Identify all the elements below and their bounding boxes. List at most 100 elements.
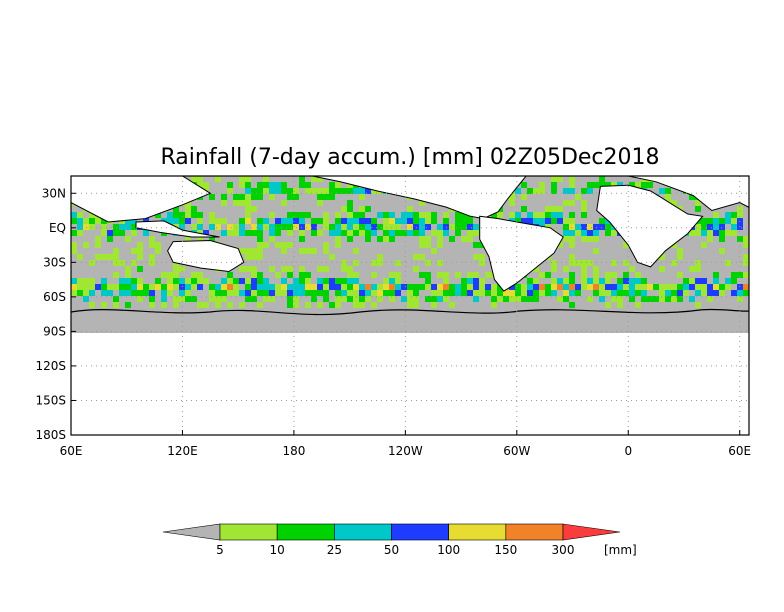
- rain-cell: [533, 278, 539, 284]
- rain-cell: [671, 296, 677, 302]
- rain-cell: [323, 212, 329, 218]
- rain-cell: [563, 284, 569, 290]
- rain-cell: [557, 284, 563, 290]
- rain-cell: [251, 266, 257, 272]
- rain-cell: [563, 266, 569, 272]
- rain-cell: [113, 254, 119, 260]
- landmass-maritime: [135, 220, 220, 238]
- rain-cell: [257, 218, 263, 224]
- rain-cell: [149, 236, 155, 242]
- rain-cell: [707, 230, 713, 236]
- rain-cell: [449, 236, 455, 242]
- rain-cell: [347, 206, 353, 212]
- rain-cell: [239, 182, 245, 188]
- rain-cell: [653, 296, 659, 302]
- rain-cell: [347, 266, 353, 272]
- rain-cell: [677, 290, 683, 296]
- rain-cell: [287, 272, 293, 278]
- rain-cell: [419, 200, 425, 206]
- rain-cell: [455, 218, 461, 224]
- rain-cell: [341, 278, 347, 284]
- rain-cell: [353, 212, 359, 218]
- rain-cell: [431, 296, 437, 302]
- rain-cell: [287, 266, 293, 272]
- rain-cell: [299, 290, 305, 296]
- rain-cell: [593, 230, 599, 236]
- rain-cell: [287, 302, 293, 308]
- rain-cell: [179, 266, 185, 272]
- rain-cell: [377, 224, 383, 230]
- rain-cell: [101, 290, 107, 296]
- rain-cell: [557, 242, 563, 248]
- rain-cell: [365, 290, 371, 296]
- rain-cell: [161, 290, 167, 296]
- rain-cell: [689, 278, 695, 284]
- rain-cell: [731, 272, 737, 278]
- rain-cell: [677, 296, 683, 302]
- rain-cell: [329, 284, 335, 290]
- rain-cell: [587, 230, 593, 236]
- colorbar-bin: [276, 523, 335, 541]
- rain-cell: [209, 236, 215, 242]
- rain-cell: [479, 254, 485, 260]
- rain-cell: [239, 224, 245, 230]
- rain-cell: [725, 218, 731, 224]
- rain-cell: [245, 278, 251, 284]
- rain-cell: [425, 242, 431, 248]
- rain-cell: [197, 284, 203, 290]
- rain-cell: [365, 236, 371, 242]
- rain-cell: [251, 230, 257, 236]
- rain-cell: [317, 188, 323, 194]
- rain-cell: [227, 182, 233, 188]
- rain-cell: [221, 230, 227, 236]
- rain-cell: [431, 290, 437, 296]
- rain-cell: [137, 284, 143, 290]
- rain-cell: [257, 278, 263, 284]
- rain-cell: [635, 272, 641, 278]
- coastlines-and-borders: [71, 176, 749, 292]
- rain-cell: [731, 224, 737, 230]
- rain-cell: [707, 296, 713, 302]
- rain-cell: [359, 290, 365, 296]
- rain-cell: [245, 248, 251, 254]
- rain-cell: [263, 296, 269, 302]
- landmass-north-america: [312, 176, 527, 220]
- rain-cell: [173, 206, 179, 212]
- rain-cell: [713, 224, 719, 230]
- rain-cell: [77, 212, 83, 218]
- rain-cell: [431, 230, 437, 236]
- rain-cell: [443, 230, 449, 236]
- rain-cell: [569, 302, 575, 308]
- colorbar-label: 100: [437, 543, 460, 557]
- rain-cell: [365, 206, 371, 212]
- rain-cell: [575, 224, 581, 230]
- rain-cell: [689, 284, 695, 290]
- colorbar-label: 150: [494, 543, 517, 557]
- rain-cell: [359, 284, 365, 290]
- rain-cell: [215, 218, 221, 224]
- rain-cell: [263, 278, 269, 284]
- rain-cell: [383, 224, 389, 230]
- rain-cell: [197, 302, 203, 308]
- rain-cell: [227, 278, 233, 284]
- rain-cell: [119, 260, 125, 266]
- rain-cell: [545, 212, 551, 218]
- rain-cell: [173, 272, 179, 278]
- rain-cell: [323, 284, 329, 290]
- rain-cell: [287, 224, 293, 230]
- rain-cell: [455, 284, 461, 290]
- rain-cell: [545, 284, 551, 290]
- rain-cell: [395, 278, 401, 284]
- rain-cell: [419, 224, 425, 230]
- rain-cell: [149, 254, 155, 260]
- rain-cell: [323, 290, 329, 296]
- rain-cell: [695, 302, 701, 308]
- rain-cell: [161, 302, 167, 308]
- rain-cell: [251, 224, 257, 230]
- x-tick-label: 60E: [60, 444, 83, 458]
- rain-cell: [521, 182, 527, 188]
- rain-cell: [317, 194, 323, 200]
- rain-cell: [575, 194, 581, 200]
- rain-cell: [251, 272, 257, 278]
- rain-cell: [107, 254, 113, 260]
